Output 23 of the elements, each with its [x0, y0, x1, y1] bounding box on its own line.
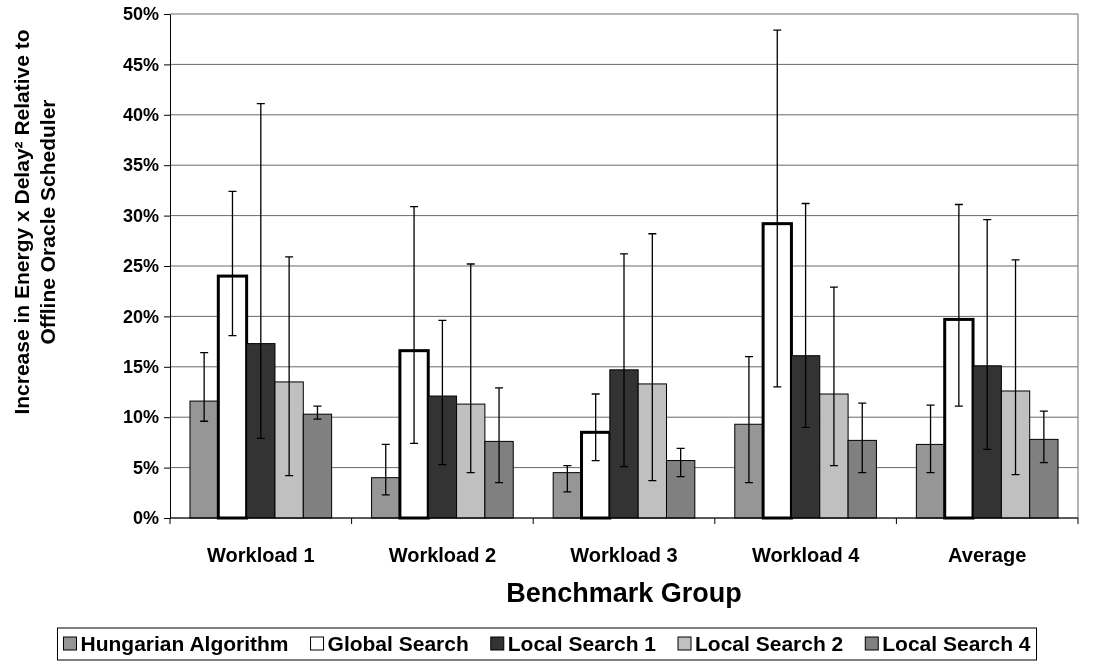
y-tick-label: 40% [122, 105, 159, 126]
legend-label: Hungarian Algorithm [80, 632, 289, 655]
y-tick-label: 25% [122, 256, 159, 277]
legend-label: Global Search [327, 632, 469, 655]
x-tick-label: Workload 2 [388, 544, 497, 566]
y-tick-label: 15% [122, 357, 159, 378]
legend-label: Local Search 2 [695, 632, 844, 655]
x-tick-label: Workload 1 [207, 544, 315, 566]
y-tick-label: 30% [122, 205, 159, 226]
legend-label: Local Search 1 [507, 632, 657, 655]
y-tick-label: 20% [122, 306, 159, 327]
y-tick-label: 10% [122, 407, 159, 428]
y-tick-label: 50% [122, 4, 159, 25]
y-tick-label: 35% [122, 155, 159, 176]
y-tick-label: 45% [122, 54, 159, 75]
x-tick-label: Average [948, 544, 1027, 566]
y-axis-title: Increase in Energy x Delay² Relative to Offline Oracle Scheduler [10, 29, 59, 415]
y-tick-label: 0% [132, 508, 159, 529]
x-tick-label: Workload 4 [751, 544, 861, 566]
x-tick-label: Workload 3 [570, 544, 678, 566]
y-tick-label: 5% [132, 457, 159, 478]
legend-label: Local Search 4 [882, 632, 1031, 655]
x-axis-title: Benchmark Group [506, 578, 742, 608]
